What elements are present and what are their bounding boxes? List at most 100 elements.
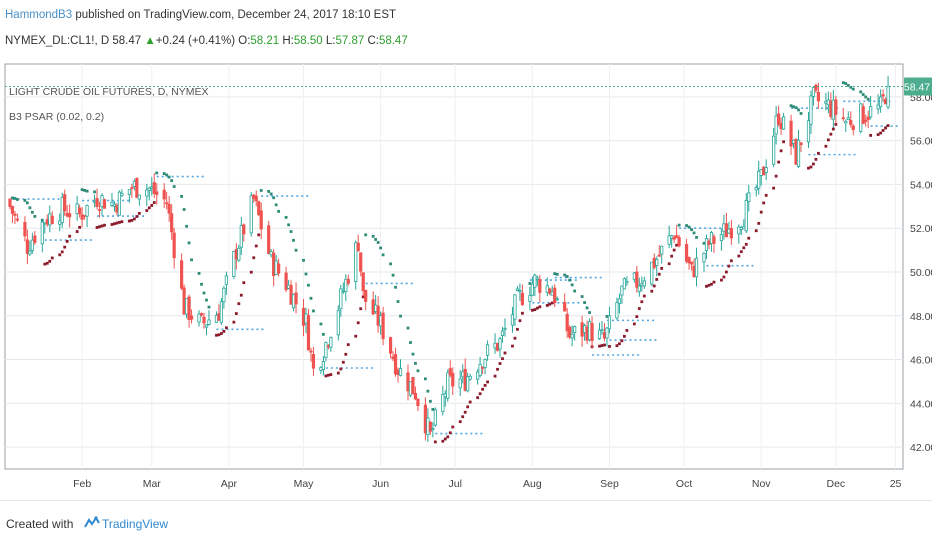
x-tick-label: May [294, 478, 315, 490]
candle-body [553, 287, 557, 304]
candle-body [500, 330, 505, 336]
candle-body [625, 281, 629, 284]
psar-dot [200, 282, 203, 286]
last-price: 58.47 [112, 35, 142, 47]
psar-dot [68, 234, 72, 238]
psar-dot [772, 186, 776, 190]
psar-dot [217, 333, 221, 337]
psar-dot [426, 389, 430, 393]
candle-body [640, 283, 644, 287]
time-axis[interactable]: Feb Mar Apr May Jun Jul Aug Sep Oct Nov Dec 25 [73, 478, 901, 490]
psar-dot [690, 228, 693, 232]
psar-dot [583, 301, 586, 304]
candle-body [381, 312, 385, 340]
candle-body [846, 117, 850, 120]
tradingview-brand[interactable]: TradingView [102, 517, 169, 531]
candle-body [252, 194, 256, 199]
candle-body [476, 371, 480, 380]
candle-body [45, 219, 49, 225]
psar-dot [794, 106, 798, 110]
psar-dot [324, 374, 328, 378]
psar-dot [530, 308, 534, 312]
psar-dot [40, 218, 44, 222]
psar-dot [720, 278, 723, 282]
psar-dot [45, 261, 49, 265]
psar-dot [620, 339, 624, 343]
candle-body [301, 307, 306, 326]
psar-dot [274, 203, 278, 207]
x-tick-label: Jun [372, 478, 389, 490]
psar-dot [23, 199, 27, 202]
candle-body [667, 235, 671, 245]
candle-body [451, 372, 455, 387]
psar-dot [292, 238, 295, 242]
candle-body [237, 247, 241, 261]
candle-body [729, 228, 733, 239]
author-link[interactable]: HammondB3 [5, 9, 73, 21]
price-chart[interactable]: 42.00 44.00 46.00 48.00 50.00 52.00 54.00 56.00… [0, 0, 932, 500]
candle-body [759, 169, 763, 176]
psar-dot [431, 408, 435, 411]
psar-dot [737, 254, 741, 258]
candle-body [620, 285, 624, 296]
psar-dot [239, 293, 243, 297]
psar-dot [563, 273, 567, 277]
candle-body [602, 332, 607, 339]
close-label: C: [367, 35, 379, 47]
psar-dot [657, 272, 661, 276]
candle-body [687, 257, 691, 264]
candle-body [799, 142, 803, 146]
psar-dot [391, 273, 395, 277]
psar-dot [50, 256, 54, 260]
tradingview-logo-icon[interactable] [84, 516, 100, 535]
psar-dot [341, 360, 345, 364]
candle-body [824, 100, 828, 104]
x-tick-label: 25 [890, 478, 902, 490]
psar-dot [130, 218, 134, 222]
psar-dot [155, 171, 159, 175]
candle-body [605, 327, 609, 339]
x-tick-label: Nov [752, 478, 771, 490]
psar-dot [705, 284, 708, 288]
psar-dot [399, 314, 402, 318]
candle-body [356, 242, 360, 252]
psar-dot [249, 270, 253, 274]
x-tick-label: Jul [449, 478, 462, 490]
psar-dot [458, 420, 462, 424]
candle-body [359, 252, 363, 272]
candle-body [811, 87, 816, 97]
candle-body [398, 368, 403, 376]
psar-dot [93, 190, 96, 194]
candle-body [364, 289, 368, 302]
psar-dot [182, 208, 186, 211]
candle-body [25, 239, 29, 254]
psar-dot [712, 280, 716, 284]
psar-dot [710, 282, 713, 286]
price-axis[interactable]: 42.00 44.00 46.00 48.00 50.00 52.00 54.00 56.00… [910, 92, 932, 454]
candle-body [180, 260, 184, 289]
psar-dot [222, 330, 226, 333]
psar-dot [115, 221, 119, 225]
psar-dot [618, 342, 621, 346]
candle-body [311, 354, 316, 369]
candle-body [354, 242, 358, 283]
psar-dot [120, 220, 124, 224]
psar-dot [782, 140, 785, 144]
indicator-label[interactable]: B3 PSAR (0.02, 0.2) [9, 111, 104, 123]
psar-dot [486, 380, 489, 384]
candle-body [115, 205, 119, 213]
psar-dot [764, 193, 768, 197]
psar-dot [861, 93, 865, 96]
candle-body [257, 201, 261, 215]
candle-body [130, 187, 134, 189]
psar-dot [518, 319, 522, 323]
psar-dot [202, 291, 206, 295]
candle-body [249, 195, 253, 234]
candle-body [284, 272, 288, 291]
candle-body [597, 329, 602, 340]
psar-dot [344, 352, 348, 356]
psar-dot [729, 259, 733, 263]
x-tick-label: Apr [221, 478, 238, 490]
psar-dot [232, 320, 236, 324]
candle-body [219, 301, 224, 323]
